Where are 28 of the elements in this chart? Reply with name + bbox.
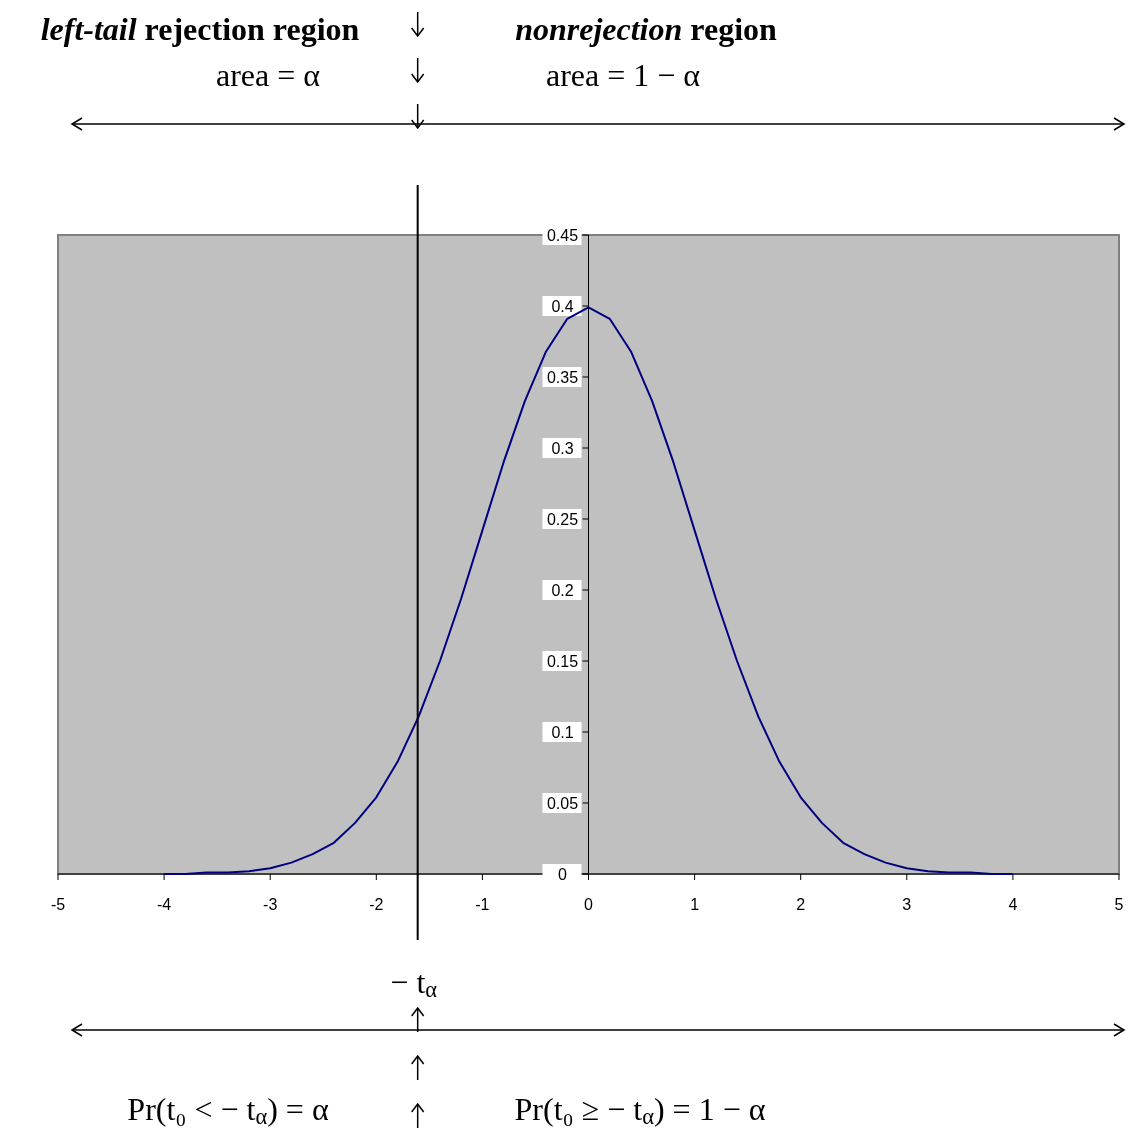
text: area = 1 − α [545, 57, 701, 93]
x-tick-label: -1 [475, 896, 490, 913]
y-tick-label: 0.25 [546, 511, 579, 528]
text: Pr(t₀ ≥ − t$_{α}$) = 1 − α [514, 1091, 766, 1130]
y-tick-label: 0 [558, 866, 568, 883]
y-tick-label: 0.15 [546, 653, 579, 670]
x-tick-label: -5 [50, 896, 66, 913]
y-tick-label: 0.2 [551, 582, 574, 599]
text: nonrejection region [515, 11, 778, 47]
y-tick-label: 0.05 [546, 795, 579, 812]
text: left-tail rejection region [40, 11, 360, 47]
x-tick-label: 4 [1008, 896, 1018, 913]
ref-line-label: − t$_{α}$ [390, 964, 438, 1003]
x-tick-label: 0 [584, 896, 594, 913]
x-tick-label: 3 [902, 896, 912, 913]
x-tick-label: -2 [369, 896, 384, 913]
x-tick-label: -3 [263, 896, 278, 913]
x-tick-label: -4 [156, 896, 172, 913]
y-tick-label: 0.4 [551, 298, 574, 315]
x-tick-label: 5 [1114, 896, 1124, 913]
y-tick-label: 0.35 [546, 369, 579, 386]
x-tick-label: 1 [690, 896, 700, 913]
y-tick-label: 0.1 [551, 724, 574, 741]
x-tick-label: 2 [796, 896, 806, 913]
text: area = α [215, 57, 321, 93]
y-tick-label: 0.45 [546, 227, 579, 244]
text: Pr(t₀ < − t$_{α}$) = α [127, 1091, 329, 1130]
y-tick-label: 0.3 [551, 440, 574, 457]
